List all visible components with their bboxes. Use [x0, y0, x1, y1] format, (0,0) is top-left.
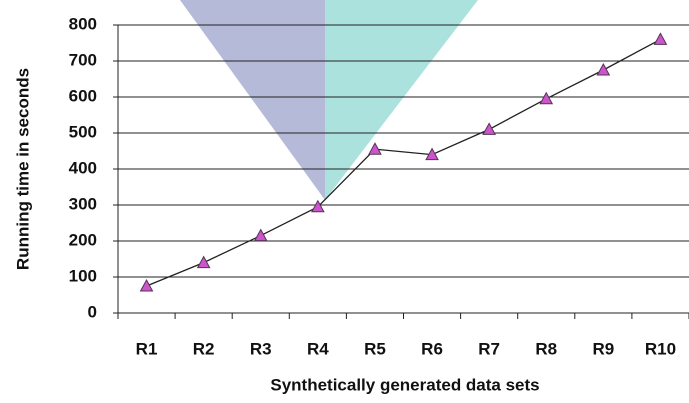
data-point [483, 123, 495, 134]
y-tick-label: 100 [69, 266, 97, 285]
decor-wedge-teal [325, 0, 478, 200]
data-point [198, 257, 210, 268]
y-axis-label: Running time in seconds [13, 68, 32, 270]
x-tick-label: R4 [307, 339, 329, 358]
data-point [540, 93, 552, 104]
chart: Running time in seconds Synthetically ge… [0, 0, 689, 403]
decor-wedge-blue [180, 0, 325, 200]
y-tick-label: 300 [69, 194, 97, 213]
x-tick-label: R7 [478, 339, 500, 358]
y-tick-label: 800 [69, 14, 97, 33]
y-tick-label: 0 [88, 302, 97, 321]
y-tick-label: 200 [69, 230, 97, 249]
x-tick-label: R8 [535, 339, 557, 358]
data-point [255, 230, 267, 241]
x-tick-label: R1 [136, 339, 158, 358]
y-tick-label: 700 [69, 50, 97, 69]
data-point [597, 64, 609, 75]
x-tick-label: R6 [421, 339, 443, 358]
x-tick-label: R10 [645, 339, 676, 358]
x-tick-label: R9 [592, 339, 614, 358]
x-tick-label: R5 [364, 339, 386, 358]
data-point [141, 280, 153, 291]
data-point [369, 143, 381, 154]
x-tick-label: R2 [193, 339, 215, 358]
y-tick-label: 400 [69, 158, 97, 177]
data-point [654, 33, 666, 44]
x-tick-label: R3 [250, 339, 272, 358]
y-tick-label: 500 [69, 122, 97, 141]
y-tick-label: 600 [69, 86, 97, 105]
x-axis-label: Synthetically generated data sets [270, 375, 539, 394]
